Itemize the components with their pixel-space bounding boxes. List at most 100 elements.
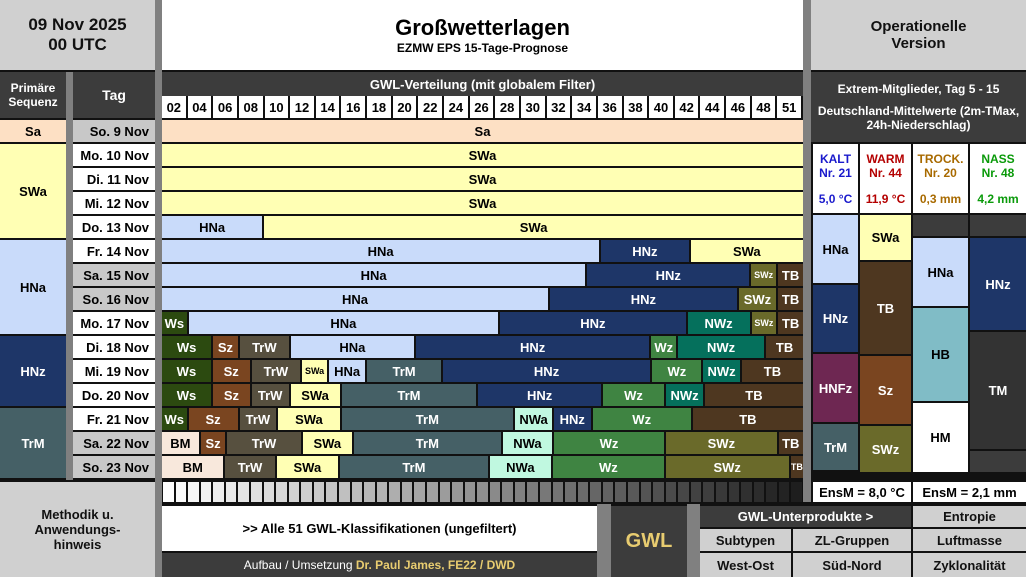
zyklonalitaet-button[interactable]: Zyklonalität	[913, 553, 1026, 577]
member-filter-toggle[interactable]	[200, 482, 212, 502]
member-filter-toggle[interactable]	[565, 482, 576, 502]
member-filter-toggle[interactable]	[213, 482, 224, 502]
gwl-segment[interactable]: SWa	[302, 432, 352, 454]
gwl-segment[interactable]: TrW	[251, 360, 301, 382]
gwl-segment[interactable]: Sa	[162, 120, 803, 142]
gwl-segment[interactable]: TB	[778, 264, 803, 286]
gwl-segment[interactable]: NWz	[666, 384, 703, 406]
gwl-segment[interactable]: TrW	[251, 384, 289, 406]
member-filter-toggle[interactable]	[590, 482, 601, 502]
gwl-segment[interactable]: Ws	[162, 336, 212, 358]
gwl-segment[interactable]: SWz	[666, 432, 777, 454]
member-filter-toggle[interactable]	[225, 482, 237, 502]
gwl-segment[interactable]: HNz	[553, 408, 591, 430]
gwl-segment[interactable]: HNz	[500, 312, 686, 334]
gwl-segment[interactable]: NWa	[515, 408, 552, 430]
member-filter-toggle[interactable]	[741, 482, 752, 502]
member-filter-toggle[interactable]	[389, 482, 400, 502]
gwl-segment[interactable]: SWz	[751, 264, 777, 286]
gwl-segment[interactable]: NWz	[703, 360, 740, 382]
gwl-segment[interactable]: Wz	[553, 432, 665, 454]
gwl-segment[interactable]: NWa	[489, 456, 552, 478]
gwl-segment[interactable]: TB	[741, 360, 803, 382]
member-filter-toggle[interactable]	[313, 482, 325, 502]
member-filter-toggle[interactable]	[514, 482, 526, 502]
gwl-segment[interactable]: Sz	[212, 360, 250, 382]
member-filter-toggle[interactable]	[615, 482, 627, 502]
gwl-segment[interactable]: HNa	[162, 288, 548, 310]
gwl-segment[interactable]: Sz	[200, 432, 226, 454]
sued-nord-button[interactable]: Süd-Nord	[793, 553, 911, 577]
gwl-segment[interactable]: HNa	[162, 240, 600, 262]
gwl-segment[interactable]: TB	[778, 312, 804, 334]
member-filter-toggle[interactable]	[464, 482, 476, 502]
gwl-button[interactable]: GWL	[611, 506, 687, 577]
gwl-segment[interactable]: HNz	[601, 240, 689, 262]
member-filter-toggle[interactable]	[640, 482, 652, 502]
gwl-segment[interactable]: TrM	[340, 456, 488, 478]
gwl-segment[interactable]: Ws	[162, 384, 212, 406]
gwl-segment[interactable]: NWz	[678, 336, 765, 358]
member-filter-toggle[interactable]	[703, 482, 714, 502]
member-filter-toggle[interactable]	[338, 482, 350, 502]
gwl-segment[interactable]: TrM	[341, 384, 477, 406]
methodik-link[interactable]: Methodik u. Anwendungs-hinweis	[0, 482, 155, 577]
gwl-segment[interactable]: HNz	[587, 264, 750, 286]
member-filter-toggle[interactable]	[326, 482, 337, 502]
gwl-segment[interactable]: Ws	[162, 408, 187, 430]
zl-gruppen-button[interactable]: ZL-Gruppen	[793, 529, 911, 551]
gwl-segment[interactable]: NWz	[687, 312, 750, 334]
member-filter-toggle[interactable]	[439, 482, 451, 502]
gwl-segment[interactable]: TrM	[341, 408, 514, 430]
entropie-button[interactable]: Entropie	[913, 506, 1026, 527]
gwl-segment[interactable]: TB	[778, 432, 804, 454]
all-classifications-link[interactable]: >> Alle 51 GWL-Klassifikationen (ungefil…	[162, 506, 597, 551]
member-filter-toggle[interactable]	[678, 482, 689, 502]
member-filter-toggle[interactable]	[364, 482, 375, 502]
member-filter-toggle[interactable]	[175, 482, 187, 502]
gwl-segment[interactable]: Wz	[651, 336, 677, 358]
gwl-segment[interactable]: Ws	[162, 312, 187, 334]
member-filter-toggle[interactable]	[540, 482, 551, 502]
member-filter-toggle[interactable]	[602, 482, 614, 502]
member-filter-toggle[interactable]	[276, 482, 287, 502]
gwl-segment[interactable]: HNz	[442, 360, 651, 382]
gwl-segment[interactable]: HNa	[328, 360, 366, 382]
member-filter-toggle[interactable]	[188, 482, 199, 502]
gwl-segment[interactable]: TrW	[239, 336, 289, 358]
gwl-segment[interactable]: HNa	[290, 336, 414, 358]
gwl-segment[interactable]: SWa	[162, 168, 803, 190]
gwl-segment[interactable]: TrW	[227, 432, 301, 454]
member-filter-toggle[interactable]	[690, 482, 702, 502]
gwl-segment[interactable]: SWz	[665, 456, 789, 478]
gwl-segment[interactable]: TB	[766, 336, 803, 358]
gwl-segment[interactable]: SWa	[276, 456, 339, 478]
gwl-segment[interactable]: Wz	[652, 360, 702, 382]
gwl-segment[interactable]: HNa	[162, 216, 263, 238]
gwl-segment[interactable]: HNa	[162, 264, 586, 286]
member-filter-toggle[interactable]	[376, 482, 388, 502]
gwl-segment[interactable]: Sz	[213, 384, 250, 406]
gwl-segment[interactable]: Wz	[592, 408, 691, 430]
member-filter-toggle[interactable]	[552, 482, 564, 502]
gwl-segment[interactable]: SWa	[278, 408, 340, 430]
member-filter-toggle[interactable]	[778, 482, 790, 502]
gwl-segment[interactable]: Sz	[188, 408, 238, 430]
member-filter-toggle[interactable]	[288, 482, 300, 502]
member-filter-toggle[interactable]	[301, 482, 312, 502]
gwl-segment[interactable]: HNa	[188, 312, 499, 334]
gwl-segment[interactable]: BM	[162, 456, 224, 478]
gwl-segment[interactable]: SWz	[738, 288, 777, 310]
gwl-segment[interactable]: TB	[778, 288, 804, 310]
member-filter-toggle[interactable]	[653, 482, 664, 502]
gwl-segment[interactable]: SWa	[264, 216, 803, 238]
member-filter-toggle[interactable]	[628, 482, 639, 502]
member-filter-toggle[interactable]	[477, 482, 488, 502]
gwl-segment[interactable]: Wz	[553, 456, 664, 478]
member-filter-toggle[interactable]	[250, 482, 262, 502]
member-filter-toggle[interactable]	[577, 482, 589, 502]
member-filter-toggle[interactable]	[502, 482, 513, 502]
gwl-segment[interactable]: TB	[790, 456, 803, 478]
gwl-segment[interactable]: HNz	[478, 384, 601, 406]
gwl-segment[interactable]: NWa	[502, 432, 552, 454]
